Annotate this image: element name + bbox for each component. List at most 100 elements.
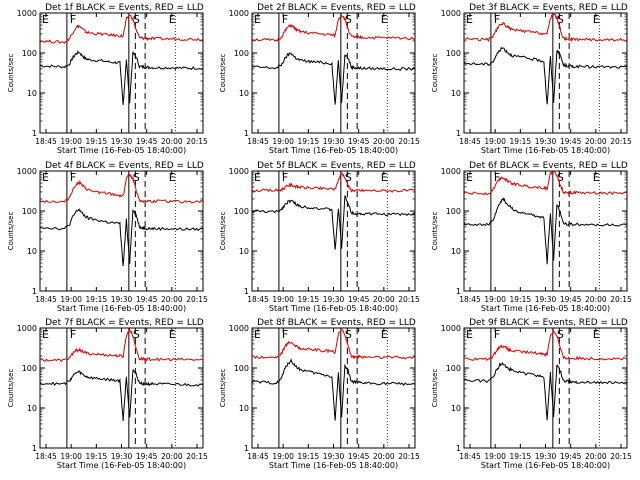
panel-title: Det 1f BLACK = Events, RED = LLD: [45, 3, 204, 13]
series-line-lld: [463, 329, 628, 361]
x-axis-label: Start Time (16-Feb-05 18:40:00): [57, 461, 186, 470]
x-tick-label: 20:15: [398, 295, 420, 304]
series-line-lld: [251, 14, 416, 42]
interval-marker-e: E: [169, 171, 176, 184]
interval-marker-s: S: [557, 171, 564, 184]
plot-frame: [251, 327, 416, 449]
panel-title: Det 4f BLACK = Events, RED = LLD: [45, 161, 204, 171]
x-tick-label: 20:00: [373, 137, 395, 146]
interval-marker-s: S: [557, 13, 564, 26]
x-tick-label: 19:00: [272, 452, 294, 461]
panel-det-2: Det 2f BLACK = Events, RED = LLD 1 10 100 10…: [219, 3, 420, 155]
y-tick-label: 10: [451, 247, 461, 256]
series-line-events: [463, 362, 628, 421]
x-tick-label: 20:15: [186, 452, 208, 461]
y-tick-label: 10: [451, 89, 461, 98]
y-tick-label: 1000: [229, 167, 249, 176]
interval-marker-e: E: [381, 171, 388, 184]
panel-title: Det 2f BLACK = Events, RED = LLD: [257, 3, 416, 13]
x-tick-label: 19:15: [86, 452, 108, 461]
series-line-lld: [251, 329, 416, 360]
interval-marker-e: E: [593, 328, 600, 341]
x-tick-label: 19:45: [136, 452, 158, 461]
plot-frame: [251, 12, 416, 134]
x-tick-label: 19:30: [535, 452, 557, 461]
y-tick-label: 1000: [441, 324, 461, 333]
y-tick-label: 1: [456, 287, 461, 296]
interval-marker-f: F: [70, 13, 76, 26]
x-tick-label: 19:30: [111, 295, 133, 304]
panel-det-7: Det 7f BLACK = Events, RED = LLD 1 10 100 10…: [7, 318, 208, 470]
x-axis-label: Start Time (16-Feb-05 18:40:00): [269, 461, 398, 470]
y-tick-label: 1000: [229, 9, 249, 18]
interval-marker-e: E: [593, 171, 600, 184]
y-axis-label: Counts/sec: [7, 212, 15, 251]
y-tick-label: 1: [32, 444, 37, 453]
interval-marker-e: E: [593, 13, 600, 26]
interval-marker-s: S: [133, 328, 140, 341]
panel-title: Det 8f BLACK = Events, RED = LLD: [257, 318, 416, 328]
series-line-lld: [251, 172, 416, 193]
x-tick-label: 20:00: [161, 452, 183, 461]
x-tick-label: 18:45: [35, 295, 57, 304]
y-axis-label: Counts/sec: [7, 54, 15, 93]
series-line-lld: [463, 170, 628, 196]
interval-marker-e: E: [42, 13, 49, 26]
interval-marker-f: F: [282, 328, 288, 341]
interval-marker-s: S: [345, 171, 352, 184]
x-tick-label: 19:15: [86, 295, 108, 304]
x-tick-label: 19:45: [136, 295, 158, 304]
interval-marker-s: S: [345, 13, 352, 26]
x-axis-label: Start Time (16-Feb-05 18:40:00): [269, 304, 398, 313]
y-tick-label: 10: [451, 404, 461, 413]
interval-marker-f: F: [282, 171, 288, 184]
series-line-lld: [39, 328, 204, 363]
y-axis-label: Counts/sec: [431, 369, 439, 408]
x-tick-label: 19:15: [510, 295, 532, 304]
interval-marker-f: F: [70, 328, 76, 341]
y-tick-label: 100: [22, 207, 37, 216]
x-tick-label: 19:30: [535, 295, 557, 304]
y-tick-label: 1000: [441, 167, 461, 176]
x-tick-label: 19:15: [510, 137, 532, 146]
y-tick-label: 1000: [441, 9, 461, 18]
panel-title: Det 7f BLACK = Events, RED = LLD: [45, 318, 204, 328]
x-tick-label: 19:30: [323, 137, 345, 146]
panel-title: Det 6f BLACK = Events, RED = LLD: [469, 161, 628, 171]
interval-marker-f: F: [494, 13, 500, 26]
y-tick-label: 1000: [17, 324, 37, 333]
x-tick-label: 20:00: [585, 452, 607, 461]
panel-det-6: Det 6f BLACK = Events, RED = LLD 1 10 100 10…: [431, 161, 632, 313]
x-tick-label: 20:00: [373, 452, 395, 461]
y-axis-label: Counts/sec: [7, 369, 15, 408]
x-tick-label: 19:15: [298, 137, 320, 146]
series-line-events: [39, 369, 204, 421]
panel-title: Det 5f BLACK = Events, RED = LLD: [257, 161, 416, 171]
x-tick-label: 20:00: [585, 137, 607, 146]
series-line-events: [463, 196, 628, 265]
x-tick-label: 18:45: [247, 295, 269, 304]
y-tick-label: 1000: [229, 324, 249, 333]
series-line-lld: [39, 173, 204, 204]
x-tick-label: 20:00: [373, 295, 395, 304]
series-line-events: [251, 52, 416, 105]
series-line-events: [463, 46, 628, 105]
interval-marker-f: F: [282, 13, 288, 26]
y-tick-label: 100: [234, 364, 249, 373]
x-tick-label: 19:45: [560, 295, 582, 304]
y-tick-label: 10: [239, 404, 249, 413]
plot-frame: [39, 327, 204, 449]
interval-marker-e: E: [381, 328, 388, 341]
y-tick-label: 100: [234, 207, 249, 216]
y-tick-label: 100: [446, 364, 461, 373]
interval-marker-f: F: [494, 328, 500, 341]
x-tick-label: 19:00: [272, 137, 294, 146]
x-tick-label: 20:15: [398, 452, 420, 461]
series-line-lld: [463, 13, 628, 43]
x-tick-label: 20:15: [398, 137, 420, 146]
x-tick-label: 20:00: [161, 137, 183, 146]
x-tick-label: 19:30: [323, 295, 345, 304]
x-tick-label: 19:45: [348, 137, 370, 146]
x-tick-label: 19:00: [484, 452, 506, 461]
